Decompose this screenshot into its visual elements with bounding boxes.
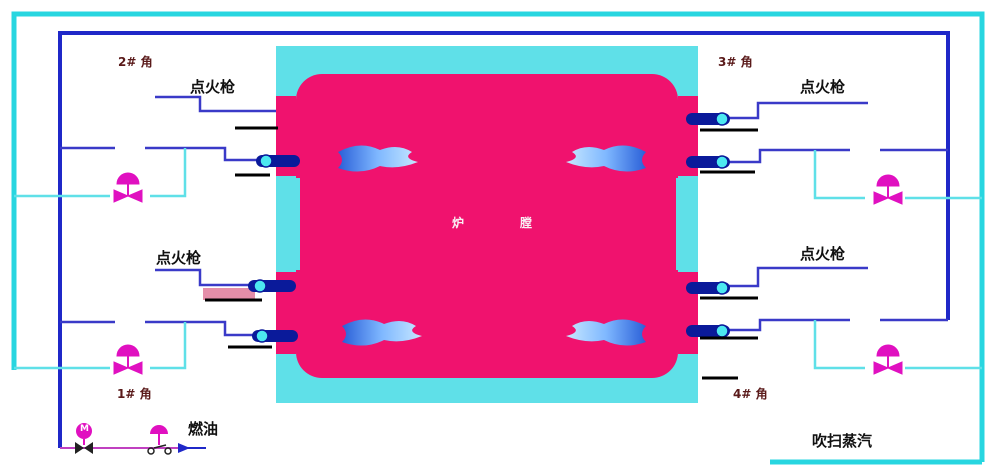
corner-2-label: 2# 角 xyxy=(118,55,153,69)
valve-left-top xyxy=(113,172,143,203)
left-steam-branches xyxy=(14,148,187,370)
check-valve-icon xyxy=(147,425,172,455)
furnace xyxy=(276,46,698,403)
oil-gun-left-bottom xyxy=(252,329,298,343)
igniter-label-mid-left: 点火枪 xyxy=(156,249,202,267)
furnace-label-left: 炉 xyxy=(452,216,465,230)
right-steam-branches xyxy=(813,150,982,370)
igniter-label-mid-right: 点火枪 xyxy=(800,245,846,263)
oil-gun-right-4 xyxy=(686,324,730,338)
oil-gun-right-3 xyxy=(686,281,730,295)
flame-bottom-left xyxy=(342,319,422,346)
valve-left-bottom xyxy=(113,344,143,375)
fuel-oil-label: 燃油 xyxy=(188,420,219,438)
corner-1-label: 1# 角 xyxy=(117,387,152,401)
igniter-gun-left-mid xyxy=(203,279,296,300)
furnace-label-right: 膛 xyxy=(520,216,533,230)
flame-top-right xyxy=(566,145,646,172)
flame-bottom-right xyxy=(566,319,646,346)
valve-right-bottom xyxy=(873,344,903,375)
motor-valve-symbol: M xyxy=(80,424,89,434)
corner-3-label: 3# 角 xyxy=(718,55,753,69)
oil-gun-left-top xyxy=(256,154,300,168)
motor-valve-icon xyxy=(75,423,93,454)
igniter-label-top-left: 点火枪 xyxy=(190,78,236,96)
oil-outer-loop xyxy=(58,31,950,448)
support-lines xyxy=(205,126,758,380)
corner-4-label: 4# 角 xyxy=(733,387,768,401)
igniter-label-top-right: 点火枪 xyxy=(800,78,846,96)
right-oil-branches xyxy=(725,101,948,332)
purge-steam-label: 吹扫蒸汽 xyxy=(812,432,873,450)
oil-gun-right-1 xyxy=(686,112,730,126)
oil-gun-right-2 xyxy=(686,155,730,169)
steam-outer-loop xyxy=(11,11,985,465)
flame-top-left xyxy=(338,145,418,172)
valve-right-top xyxy=(873,174,903,205)
